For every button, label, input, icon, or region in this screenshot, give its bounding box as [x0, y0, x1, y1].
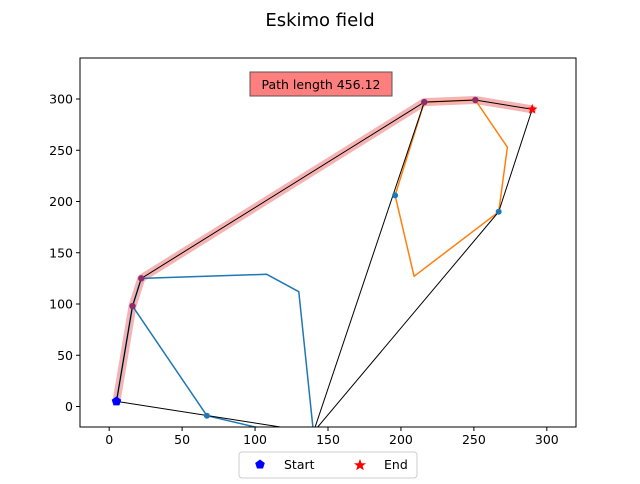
y-tick-label-0: 0 — [65, 399, 73, 414]
graph-edge-1 — [116, 400, 284, 427]
legend-start-label: Start — [284, 457, 315, 472]
x-tick-label-0: 0 — [105, 432, 113, 447]
end-marker — [527, 103, 538, 114]
vertex-node-2 — [495, 208, 502, 215]
x-tick-label-300: 300 — [535, 432, 559, 447]
legend: Start End — [238, 451, 418, 479]
annotation: Path length 456.12 — [249, 71, 393, 97]
y-tick-label-100: 100 — [49, 297, 73, 312]
x-tick-label-100: 100 — [243, 432, 267, 447]
chart-title: Eskimo field — [265, 10, 374, 31]
graph-edge-3 — [317, 211, 500, 427]
plot-frame — [79, 57, 577, 428]
annotation-box — [249, 71, 393, 97]
path-node-1 — [129, 302, 136, 310]
graph-edge-2 — [314, 101, 425, 427]
path-node-3 — [421, 98, 428, 106]
shortest-path-line — [116, 99, 533, 402]
obstacle-line-2 — [394, 99, 509, 278]
y-tick-label-200: 200 — [49, 194, 73, 209]
y-tick-label-250: 250 — [49, 143, 73, 158]
obstacle-line-1 — [115, 273, 314, 427]
vertex-node-3 — [203, 412, 210, 419]
x-tick-label-200: 200 — [389, 432, 413, 447]
legend-start-marker — [255, 459, 265, 469]
path-node-4 — [472, 96, 479, 104]
x-tick-label-150: 150 — [316, 432, 340, 447]
legend-end-label: End — [384, 457, 408, 472]
legend-frame — [238, 451, 418, 479]
vertex-node-1 — [392, 192, 399, 199]
start-marker — [111, 396, 122, 406]
annotation-text: Path length 456.12 — [262, 77, 381, 92]
y-tick-label-150: 150 — [49, 245, 73, 260]
y-tick-label-300: 300 — [49, 92, 73, 107]
y-tick-label-50: 50 — [57, 348, 73, 363]
x-tick-label-50: 50 — [174, 432, 190, 447]
graph-edge-4 — [498, 109, 533, 212]
legend-end-marker — [354, 459, 366, 471]
path-highlight — [112, 96, 537, 406]
x-tick-label-250: 250 — [462, 432, 486, 447]
path-node-2 — [138, 275, 145, 282]
